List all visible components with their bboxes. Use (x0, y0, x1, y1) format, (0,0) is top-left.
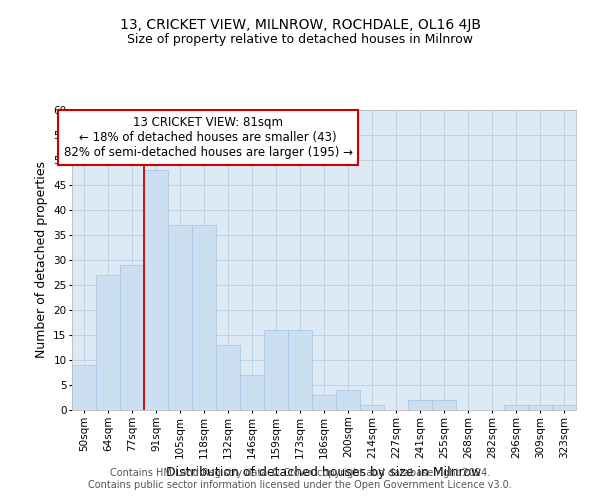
Bar (312, 395, 336, 410)
Bar (552, 405, 576, 410)
X-axis label: Distribution of detached houses by size in Milnrow: Distribution of detached houses by size … (166, 466, 482, 479)
Bar (120, 265, 144, 410)
Bar (504, 405, 528, 410)
Bar (288, 330, 312, 410)
Y-axis label: Number of detached properties: Number of detached properties (35, 162, 47, 358)
Bar (336, 390, 360, 410)
Bar (408, 400, 432, 410)
Text: Contains HM Land Registry data © Crown copyright and database right 2024.
Contai: Contains HM Land Registry data © Crown c… (88, 468, 512, 490)
Bar (264, 330, 288, 410)
Text: 13 CRICKET VIEW: 81sqm
← 18% of detached houses are smaller (43)
82% of semi-det: 13 CRICKET VIEW: 81sqm ← 18% of detached… (64, 116, 353, 159)
Bar (216, 345, 240, 410)
Bar (144, 170, 168, 410)
Bar (360, 405, 384, 410)
Bar (528, 405, 552, 410)
Bar (72, 365, 96, 410)
Bar (432, 400, 456, 410)
Text: Size of property relative to detached houses in Milnrow: Size of property relative to detached ho… (127, 32, 473, 46)
Bar (192, 225, 216, 410)
Text: 13, CRICKET VIEW, MILNROW, ROCHDALE, OL16 4JB: 13, CRICKET VIEW, MILNROW, ROCHDALE, OL1… (119, 18, 481, 32)
Bar (240, 375, 264, 410)
Bar (168, 225, 192, 410)
Bar (96, 275, 120, 410)
